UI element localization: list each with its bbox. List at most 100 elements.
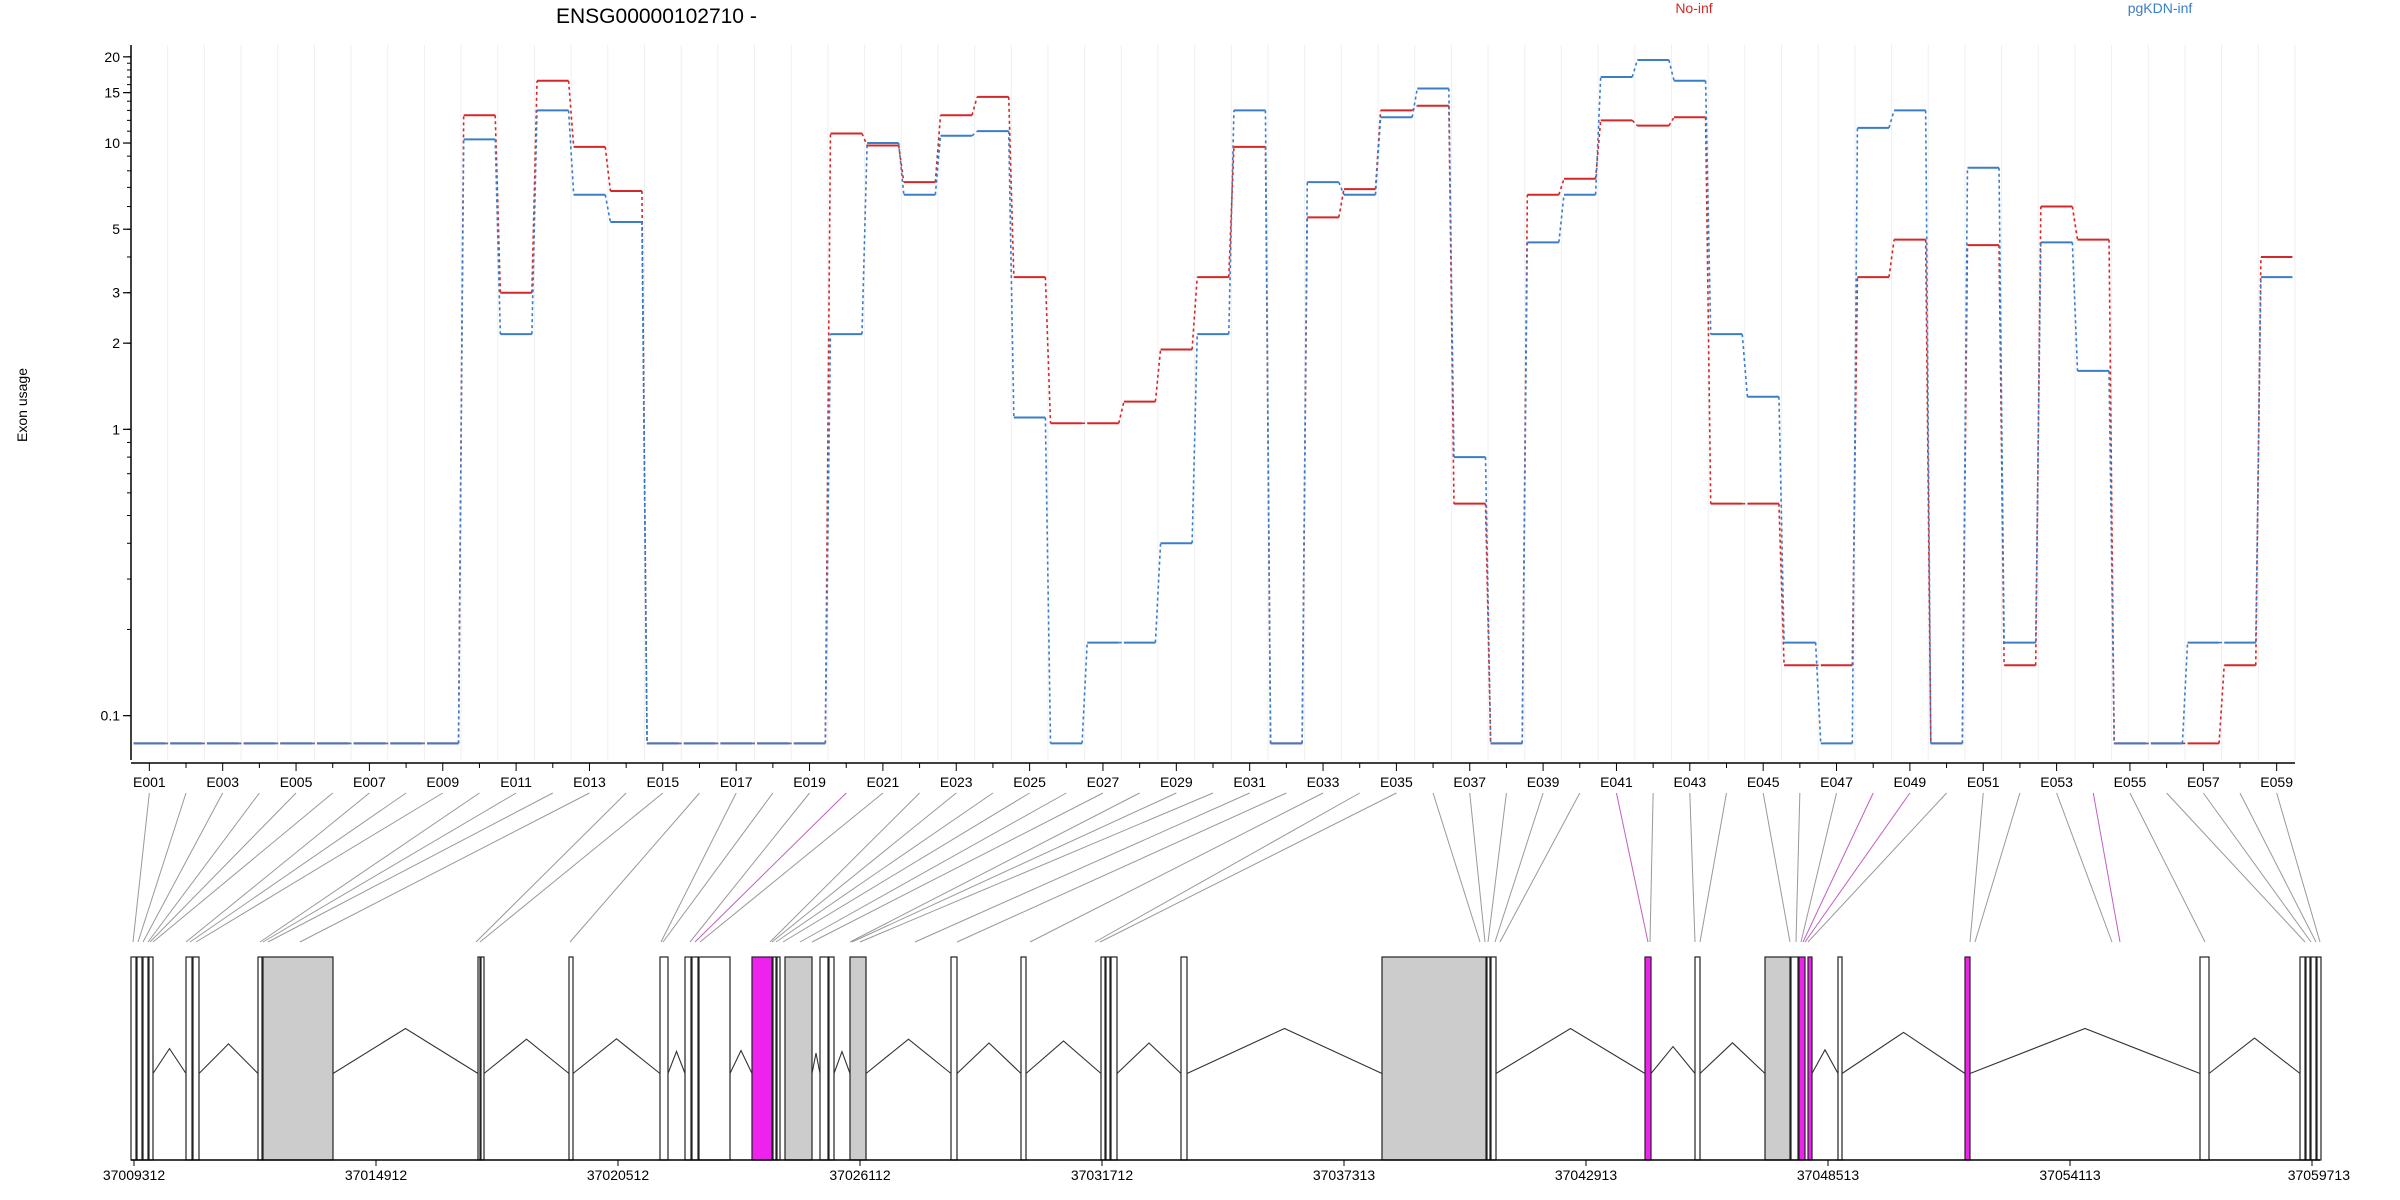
series-transition xyxy=(1154,543,1162,643)
exon-connector xyxy=(1469,792,1486,943)
y-tick-label: 1 xyxy=(112,421,120,437)
exon-connector xyxy=(189,792,407,943)
exon-connector xyxy=(2129,792,2206,943)
exon-box xyxy=(819,956,829,1161)
series-transition xyxy=(1851,127,1859,744)
x-tick-label: E001 xyxy=(133,774,166,790)
exon-connector xyxy=(771,792,957,943)
exon-connector xyxy=(2092,792,2121,943)
series-transition xyxy=(1631,119,1638,127)
series-transition xyxy=(1044,277,1052,424)
y-axis: 0.1 1 2 3 5 10 15 20 xyxy=(101,45,132,760)
exon-box xyxy=(849,956,867,1161)
intron-line xyxy=(956,1042,1022,1074)
x-tick-label: E017 xyxy=(720,774,753,790)
exon-connector xyxy=(1689,792,1696,943)
x-tick-label: E043 xyxy=(1673,774,1706,790)
series-transition xyxy=(1191,277,1199,350)
exon-connector xyxy=(262,792,517,943)
exon-box xyxy=(1180,956,1188,1161)
exon-connector xyxy=(1494,792,1544,943)
x-tick-label: E013 xyxy=(573,774,606,790)
exon-box xyxy=(1798,956,1806,1161)
series-transition xyxy=(1741,334,1749,397)
series-transition xyxy=(1007,96,1015,278)
exon-connector xyxy=(152,792,334,943)
exon-connector xyxy=(811,792,1104,943)
exon-connector xyxy=(660,792,737,943)
series-pgkdn-inf xyxy=(133,58,2293,745)
intron-line xyxy=(1811,1048,1839,1074)
exon-box xyxy=(262,956,334,1161)
series-transition xyxy=(2254,277,2262,643)
genomic-coordinates: 37009312 37014912 37020512 37026112 37031712… xyxy=(103,1160,2350,1183)
exon-connector xyxy=(1499,792,1581,943)
exon-connector xyxy=(662,792,774,943)
x-tick-label: E053 xyxy=(2040,774,2073,790)
exon-connector xyxy=(1804,792,1911,943)
legend-no-inf: No-inf xyxy=(1675,0,1712,16)
series-transition xyxy=(567,110,575,195)
y-tick-label: 5 xyxy=(112,221,120,237)
exon-connector xyxy=(1969,792,1984,943)
x-tick-label: E023 xyxy=(940,774,973,790)
x-tick-label: E027 xyxy=(1087,774,1120,790)
series-transition xyxy=(1117,401,1125,424)
exon-box xyxy=(148,956,154,1161)
x-tick-label: E059 xyxy=(2260,774,2293,790)
series-transition xyxy=(1778,396,1785,643)
exon-box xyxy=(1100,956,1106,1161)
intron-line xyxy=(483,1038,570,1074)
exon-box xyxy=(142,956,149,1161)
y-tick-label: 15 xyxy=(104,85,120,101)
exon-connector xyxy=(1099,792,1397,943)
exon-box xyxy=(1110,956,1118,1161)
series-transition xyxy=(641,221,648,744)
y-axis-label: Exon usage xyxy=(14,368,30,442)
y-tick-label: 3 xyxy=(112,285,120,301)
exon-connector xyxy=(142,792,224,943)
series-transition xyxy=(567,80,575,147)
series-transition xyxy=(971,130,978,137)
exon-box xyxy=(1807,956,1813,1161)
series-transition xyxy=(934,115,942,183)
series-transition xyxy=(861,133,868,146)
series-transition xyxy=(1704,117,1712,504)
x-tick-label: E035 xyxy=(1380,774,1413,790)
intron-line xyxy=(667,1049,686,1074)
exon-box xyxy=(2299,956,2306,1161)
intron-line xyxy=(1650,1045,1696,1074)
series-no-inf xyxy=(133,79,2293,745)
series-transition xyxy=(1998,167,2005,643)
exon-box xyxy=(1790,956,1799,1161)
exon-connector xyxy=(259,792,480,943)
exon-box xyxy=(480,956,485,1161)
series-transition xyxy=(1888,239,1895,278)
exon-connector xyxy=(2239,792,2317,943)
exon-connector xyxy=(689,792,810,943)
exon-connectors xyxy=(132,792,2321,943)
coordinate-label: 37031712 xyxy=(1071,1167,1134,1183)
exon-connector xyxy=(1802,792,1874,943)
exon-box xyxy=(477,956,481,1161)
intron-line xyxy=(729,1049,753,1074)
intron-line xyxy=(152,1047,187,1074)
x-axis: E001 E003 E005 E007 E009 E011 E013 E015 E017 E019… xyxy=(131,762,2295,790)
series-transition xyxy=(1411,88,1419,118)
coordinate-label: 37020512 xyxy=(587,1167,650,1183)
series-transition xyxy=(1448,88,1455,458)
exon-connector xyxy=(1795,792,1801,943)
exon-connector xyxy=(149,792,297,943)
series-transition xyxy=(1814,642,1822,744)
series-transition xyxy=(531,110,538,335)
exon-connector xyxy=(1762,792,1791,943)
series-transition xyxy=(1704,80,1712,335)
exon-box xyxy=(185,956,193,1161)
chart-title: ENSG00000102710 - xyxy=(556,5,757,28)
exon-box xyxy=(784,956,813,1161)
series-transition xyxy=(861,143,868,335)
x-tick-label: E025 xyxy=(1013,774,1046,790)
exon-box xyxy=(1964,956,1971,1161)
exon-connector xyxy=(849,792,1140,943)
intron-line xyxy=(1116,1042,1182,1074)
